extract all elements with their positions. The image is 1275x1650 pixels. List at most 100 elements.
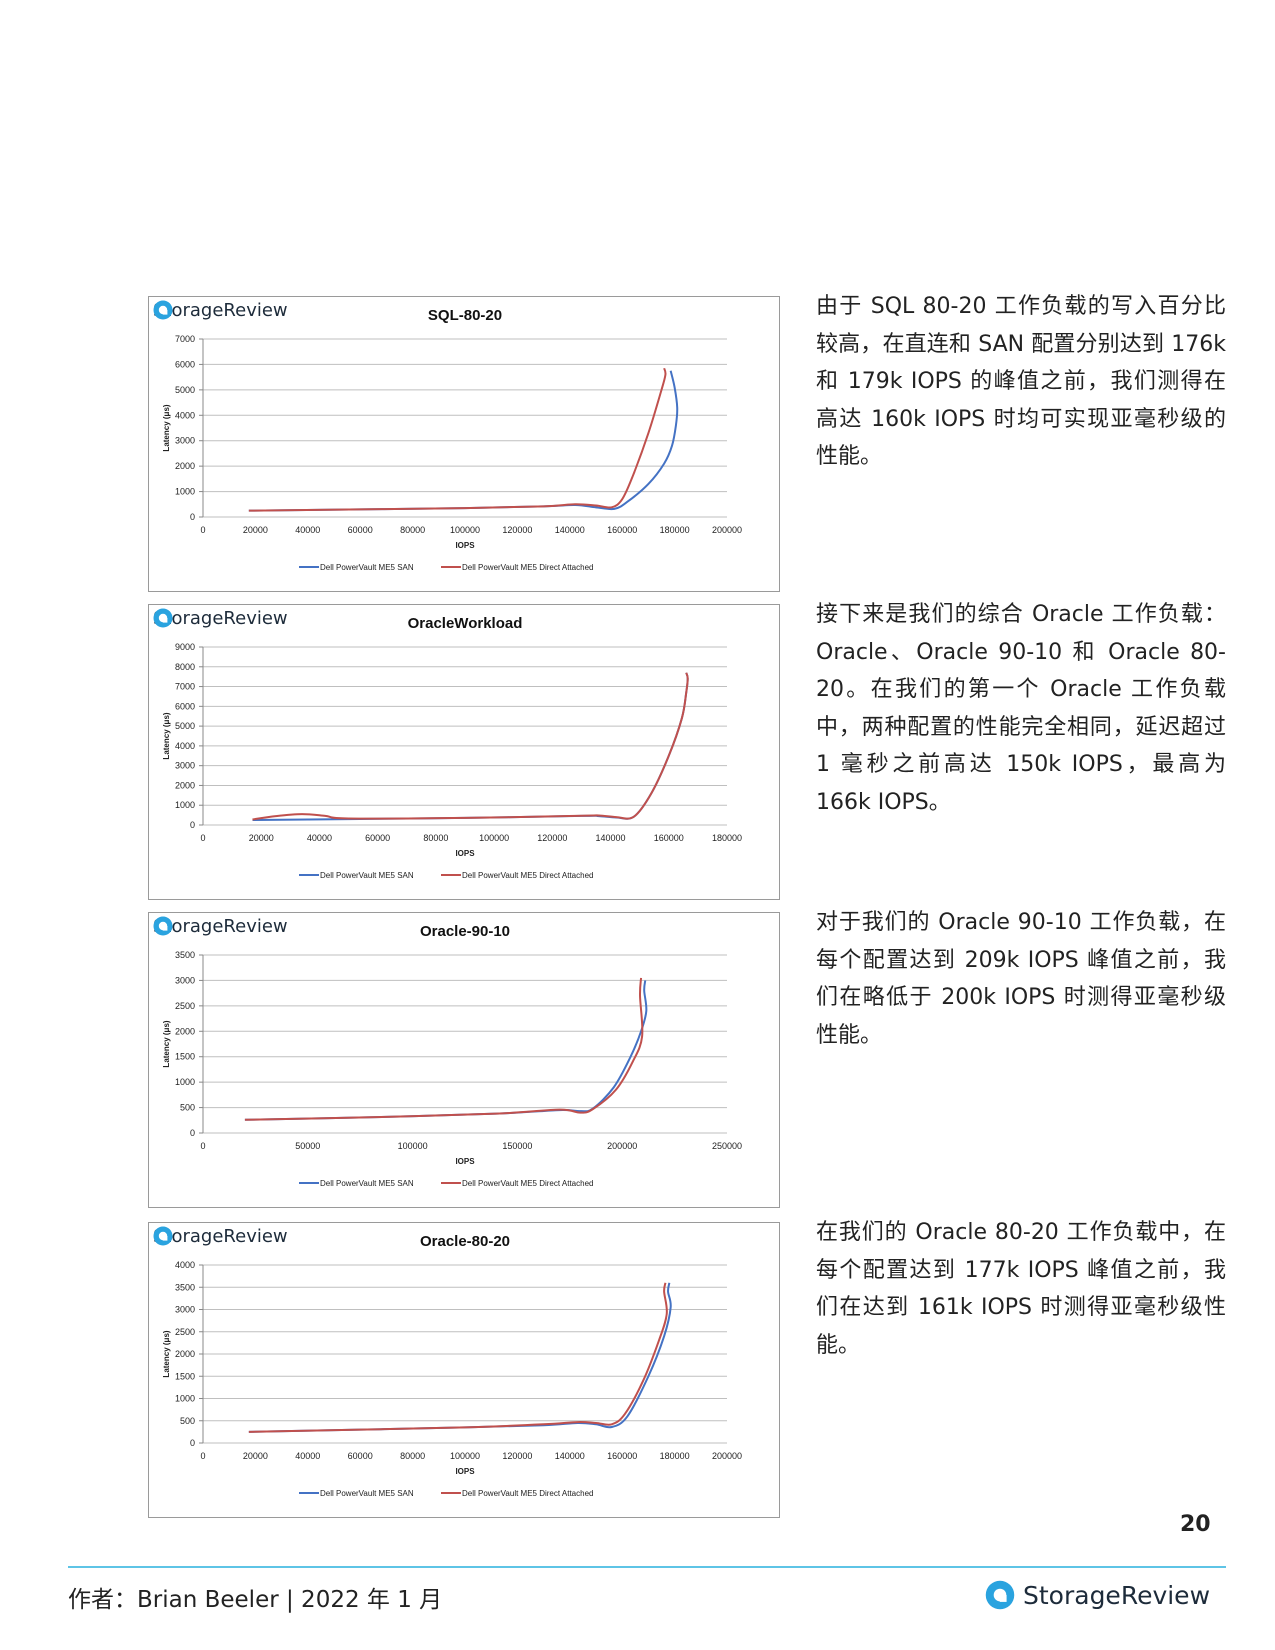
y-tick-label: 6000 — [175, 359, 195, 369]
x-tick-label: 60000 — [348, 525, 373, 535]
y-tick-label: 6000 — [175, 701, 195, 711]
y-tick-label: 0 — [190, 1128, 195, 1138]
storagereview-logo-icon — [153, 608, 173, 628]
legend-label-direct-attached: Dell PowerVault ME5 Direct Attached — [462, 563, 593, 572]
chart-brand-name: StorageReview — [153, 608, 288, 629]
y-axis-label: Latency (μs) — [162, 1330, 171, 1377]
x-tick-label: 0 — [200, 833, 205, 843]
x-tick-label: 100000 — [479, 833, 509, 843]
series-line-san — [248, 1282, 672, 1433]
x-tick-label: 100000 — [450, 525, 480, 535]
x-axis-label: IOPS — [455, 849, 475, 858]
legend-label-direct-attached: Dell PowerVault ME5 Direct Attached — [462, 871, 593, 880]
y-tick-label: 1000 — [175, 1394, 195, 1404]
y-tick-label: 4000 — [175, 741, 195, 751]
chart-brand-logo: StorageReview — [153, 916, 288, 937]
chart-brand-logo: StorageReview — [153, 1226, 288, 1247]
x-tick-label: 80000 — [400, 1451, 425, 1461]
x-tick-label: 20000 — [249, 833, 274, 843]
legend-label-san: Dell PowerVault ME5 SAN — [320, 1179, 414, 1188]
chart-brand-name: StorageReview — [153, 300, 288, 321]
y-tick-label: 1000 — [175, 800, 195, 810]
paragraph-oracle-80-20: 在我们的 Oracle 80-20 工作负载中，在每个配置达到 177k IOP… — [816, 1220, 1226, 1358]
footer-author: 作者：Brian Beeler | 2022 年 1 月 — [68, 1587, 443, 1613]
x-tick-label: 40000 — [307, 833, 332, 843]
y-tick-label: 3000 — [175, 975, 195, 985]
series-line-direct-attached — [244, 977, 644, 1121]
chart-plot: 0 1000 2000 3000 4000 5000 6000 7000 0 20000 40000… — [162, 334, 742, 572]
chart-brand-logo: StorageReview — [153, 608, 288, 629]
storagereview-logo-icon — [153, 300, 173, 320]
x-tick-label: 180000 — [660, 525, 690, 535]
series-line-direct-attached — [252, 672, 689, 821]
x-tick-label: 0 — [200, 1451, 205, 1461]
chart-plot: 0 500 1000 1500 2000 2500 3000 3500 0 50000 100000… — [162, 950, 742, 1188]
x-tick-label: 100000 — [398, 1141, 428, 1151]
y-tick-label: 500 — [180, 1416, 195, 1426]
storagereview-logo-icon — [153, 1226, 173, 1246]
chart-title: SQL-80-20 — [427, 307, 503, 324]
paragraph-oracle-90-10: 对于我们的 Oracle 90-10 工作负载，在每个配置达到 209k IOP… — [816, 910, 1226, 1048]
x-tick-label: 60000 — [365, 833, 390, 843]
x-tick-label: 140000 — [555, 525, 585, 535]
y-tick-label: 4000 — [175, 1260, 195, 1270]
x-tick-label: 120000 — [502, 525, 532, 535]
y-tick-label: 1000 — [175, 487, 195, 497]
x-axis-label: IOPS — [455, 1467, 475, 1476]
x-tick-label: 20000 — [243, 525, 268, 535]
storagereview-logo-icon — [985, 1580, 1015, 1610]
y-tick-label: 7000 — [175, 682, 195, 692]
y-tick-label: 3000 — [175, 1305, 195, 1315]
x-tick-label: 60000 — [348, 1451, 373, 1461]
y-tick-label: 5000 — [175, 721, 195, 731]
x-tick-label: 140000 — [596, 833, 626, 843]
footer-brand-logo: StorageReview — [985, 1580, 1210, 1610]
x-tick-label: 250000 — [712, 1141, 742, 1151]
x-tick-label: 200000 — [607, 1141, 637, 1151]
y-tick-label: 3000 — [175, 436, 195, 446]
x-tick-label: 80000 — [423, 833, 448, 843]
chart-oracle-80-20: 0 500 1000 1500 2000 2500 3000 3500 4000 0 20000 40… — [148, 1222, 780, 1518]
series-line-san — [244, 980, 648, 1121]
legend-label-direct-attached: Dell PowerVault ME5 Direct Attached — [462, 1179, 593, 1188]
chart-oracle-90-10: 0 500 1000 1500 2000 2500 3000 3500 0 50000 100000… — [148, 912, 780, 1208]
y-axis-label: Latency (μs) — [162, 404, 171, 451]
chart-sql-80-20: 0 1000 2000 3000 4000 5000 6000 7000 0 20000 40000… — [148, 296, 780, 592]
x-tick-label: 40000 — [295, 1451, 320, 1461]
y-tick-label: 3500 — [175, 1282, 195, 1292]
series-line-direct-attached — [248, 1282, 668, 1433]
y-tick-label: 2000 — [175, 780, 195, 790]
y-tick-label: 2500 — [175, 1327, 195, 1337]
x-tick-label: 180000 — [712, 833, 742, 843]
chart-title: Oracle-90-10 — [419, 923, 511, 940]
chart-plot: 0 1000 2000 3000 4000 5000 6000 7000 8000 9000 0 20… — [162, 642, 742, 880]
legend-label-direct-attached: Dell PowerVault ME5 Direct Attached — [462, 1489, 593, 1498]
x-tick-label: 120000 — [537, 833, 567, 843]
series-line-direct-attached — [248, 367, 667, 512]
x-tick-label: 20000 — [243, 1451, 268, 1461]
x-tick-label: 100000 — [450, 1451, 480, 1461]
x-axis-label: IOPS — [455, 541, 475, 550]
chart-brand-logo: StorageReview — [153, 300, 288, 321]
y-tick-label: 2500 — [175, 1001, 195, 1011]
x-tick-label: 50000 — [295, 1141, 320, 1151]
x-tick-label: 80000 — [400, 525, 425, 535]
paragraph-sql-80-20: 由于 SQL 80-20 工作负载的写入百分比较高，在直连和 SAN 配置分别达… — [816, 294, 1226, 469]
y-tick-label: 500 — [180, 1103, 195, 1113]
y-tick-label: 5000 — [175, 385, 195, 395]
page-number: 20 — [1180, 1512, 1211, 1537]
y-tick-label: 0 — [190, 820, 195, 830]
footer-divider — [68, 1566, 1226, 1568]
y-tick-label: 4000 — [175, 410, 195, 420]
y-tick-label: 3500 — [175, 950, 195, 960]
x-tick-label: 40000 — [295, 525, 320, 535]
y-tick-label: 8000 — [175, 662, 195, 672]
x-tick-label: 200000 — [712, 1451, 742, 1461]
x-tick-label: 0 — [200, 525, 205, 535]
y-tick-label: 2000 — [175, 1026, 195, 1036]
y-tick-label: 9000 — [175, 642, 195, 652]
y-tick-label: 0 — [190, 512, 195, 522]
x-axis-label: IOPS — [455, 1157, 475, 1166]
y-tick-label: 0 — [190, 1438, 195, 1448]
